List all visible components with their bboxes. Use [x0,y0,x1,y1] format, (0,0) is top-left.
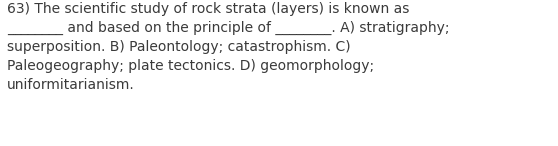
Text: 63) The scientific study of rock strata (layers) is known as
________ and based : 63) The scientific study of rock strata … [7,2,450,92]
